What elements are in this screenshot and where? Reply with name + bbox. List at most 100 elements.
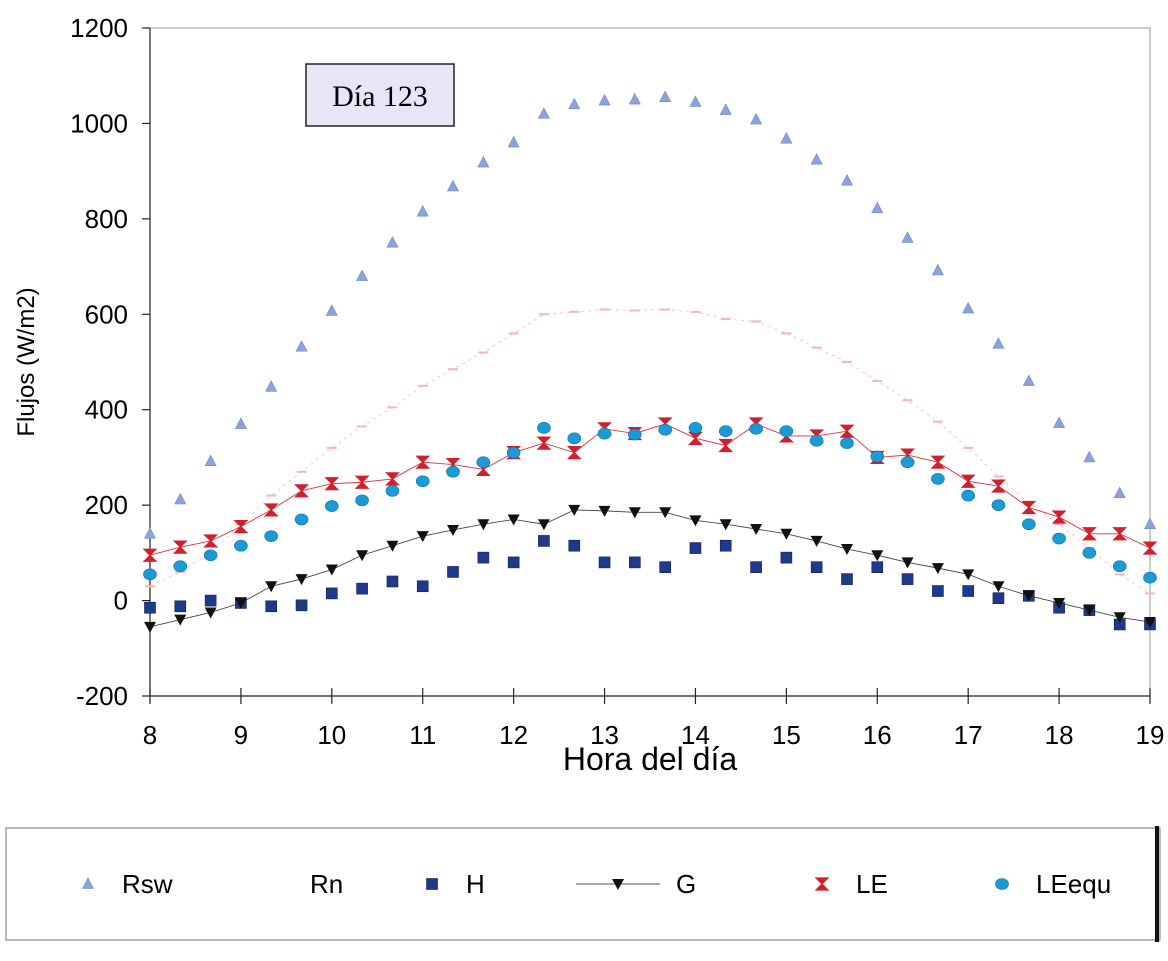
series-h-point xyxy=(629,556,641,569)
series-h-point xyxy=(992,592,1005,604)
series-rsw-point xyxy=(750,112,763,125)
series-leequ-point xyxy=(840,437,854,449)
x-tick-label: 13 xyxy=(590,720,619,750)
series-h-point xyxy=(598,556,611,569)
series-leequ-point xyxy=(446,465,460,478)
series-rsw-point xyxy=(386,236,399,248)
series-g-point xyxy=(992,581,1005,593)
inset-label-box: Día 123 xyxy=(305,63,455,127)
series-rsw-point xyxy=(447,179,459,192)
series-h-point xyxy=(295,599,308,612)
series-rsw-point xyxy=(992,337,1005,349)
series-rsw-point xyxy=(204,454,217,467)
series-rsw-point xyxy=(1113,486,1126,499)
series-g-point xyxy=(931,563,944,575)
series-rsw-point xyxy=(144,527,156,539)
series-h-point xyxy=(901,573,914,585)
series-rsw-point xyxy=(295,340,308,352)
series-leequ-point xyxy=(809,434,824,447)
series-g-point xyxy=(719,519,732,531)
x-tick-label: 16 xyxy=(863,720,892,750)
series-rsw-point xyxy=(962,301,975,314)
series-rsw-point xyxy=(719,103,732,115)
series-rsw-point xyxy=(537,107,550,119)
series-leequ-point xyxy=(658,423,672,436)
series-g-point xyxy=(1113,612,1126,624)
series-leequ-point xyxy=(991,499,1006,511)
series-leequ-point xyxy=(1052,532,1066,545)
legend-item-leequ: LEequ xyxy=(995,869,1111,899)
series-rsw-point xyxy=(1053,416,1066,428)
series-le-point xyxy=(263,503,279,517)
y-tick-label: 600 xyxy=(85,299,128,329)
series-le-point xyxy=(536,436,552,450)
series-rsw-point xyxy=(1022,374,1035,386)
series-rsw-point xyxy=(416,205,429,217)
series-h-point xyxy=(962,585,974,597)
series-rsw-point xyxy=(507,135,520,148)
series-h-point xyxy=(416,580,429,593)
series-rsw-point xyxy=(325,304,338,316)
series-h-point xyxy=(326,587,338,600)
series-g-point xyxy=(871,550,884,562)
legend-label-rn: Rn xyxy=(310,869,343,899)
series-leequ-point xyxy=(1143,571,1157,584)
series-g-point xyxy=(295,574,308,586)
series-h-point xyxy=(659,561,671,573)
series-h-point xyxy=(841,573,853,585)
y-ticks: 1200 1000 800 600 400 200 0 -200 xyxy=(70,13,150,711)
series-leequ-point xyxy=(415,475,430,488)
series-g-point xyxy=(144,621,156,633)
series-leequ-point xyxy=(931,473,945,485)
legend-item-rsw: Rsw xyxy=(82,869,173,899)
series-rsw-point xyxy=(568,97,581,110)
series-le-point xyxy=(1112,527,1128,541)
series-g-point xyxy=(841,544,853,556)
series-leequ-point xyxy=(900,456,915,469)
series-h-point xyxy=(810,561,823,573)
y-tick-label: 200 xyxy=(85,490,128,520)
series-g-point xyxy=(750,524,763,535)
legend-marker-h xyxy=(426,878,438,890)
series-g-point xyxy=(325,564,338,576)
series-le-point xyxy=(203,534,219,548)
x-tick-label: 12 xyxy=(499,720,528,750)
y-tick-label: 400 xyxy=(85,395,128,425)
series-g-point xyxy=(1053,597,1066,609)
series-leequ-point xyxy=(749,422,763,435)
y-tick-label: 1000 xyxy=(70,108,128,138)
series-leequ xyxy=(143,422,1157,584)
series-leequ-point xyxy=(628,428,642,441)
legend-label-le: LE xyxy=(856,869,888,899)
series-leequ-point xyxy=(718,425,733,437)
series-le-line xyxy=(149,423,1151,556)
series-h-point xyxy=(750,561,762,573)
y-axis-title: Flujos (W/m2) xyxy=(13,287,40,436)
series-rsw-point xyxy=(265,380,278,392)
series-h-point xyxy=(871,561,884,573)
series-rsw-point xyxy=(810,153,823,165)
series-h-point xyxy=(174,600,187,613)
series-g-point xyxy=(568,504,581,516)
series-leequ-point xyxy=(537,422,551,434)
y-tick-label: -200 xyxy=(76,681,128,711)
series-rsw-point xyxy=(234,417,247,429)
series-rsw-point xyxy=(901,231,914,243)
y-tick-label: 0 xyxy=(114,586,128,616)
x-ticks: 8 9 10 11 12 13 14 15 16 17 18 19 xyxy=(143,688,1164,750)
series-le-point xyxy=(172,540,188,554)
x-tick-label: 10 xyxy=(317,720,346,750)
series-leequ-point xyxy=(567,432,582,445)
series-rsw-point xyxy=(628,92,641,105)
legend-item-rn: Rn xyxy=(310,869,343,899)
series-le-point xyxy=(1051,510,1067,524)
series-leequ-point xyxy=(1112,560,1127,573)
series-rsw-point xyxy=(477,155,490,168)
series-g-point xyxy=(962,569,975,581)
series-h-point xyxy=(932,585,944,597)
series-rsw-point xyxy=(780,132,793,144)
legend-right-border xyxy=(1155,826,1159,942)
x-tick-label: 8 xyxy=(143,720,157,750)
series-rsw-point xyxy=(931,263,944,276)
